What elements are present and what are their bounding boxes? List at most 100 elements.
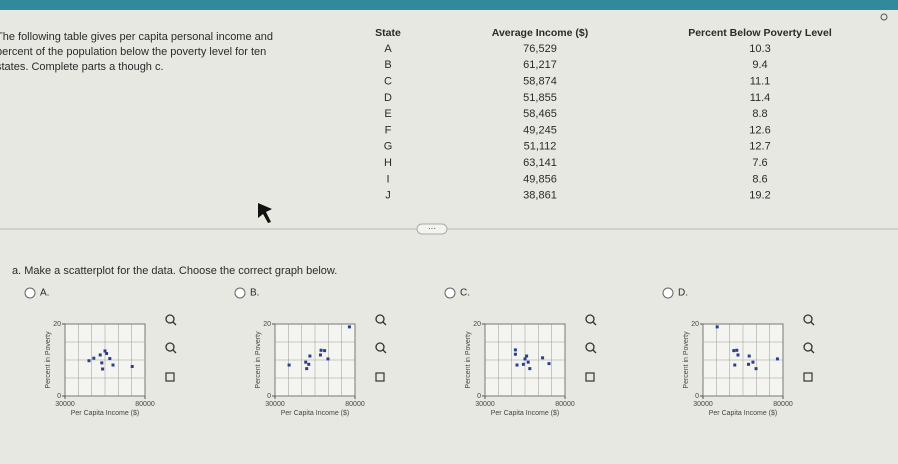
table-cell: 11.1 (750, 76, 771, 88)
data-point (326, 357, 330, 361)
zoom-in-handle (810, 321, 815, 326)
table-cell: 8.8 (752, 108, 767, 120)
radio-button[interactable] (234, 287, 246, 299)
y-tick-label: 20 (263, 321, 271, 328)
data-point (528, 367, 532, 371)
data-point (319, 348, 323, 352)
data-point (513, 352, 517, 356)
y-axis-label: Percent in Poverty (255, 331, 262, 389)
table-cell: 49,856 (523, 173, 557, 185)
y-tick-label: 20 (473, 321, 481, 328)
x-tick-label: 80000 (555, 401, 575, 408)
table-cell: D (384, 92, 392, 104)
data-point (715, 325, 719, 329)
data-point (347, 325, 351, 329)
table-cell: F (385, 124, 392, 136)
y-tick-label: 0 (477, 393, 481, 400)
data-point (308, 354, 312, 358)
zoom-in-icon[interactable] (165, 314, 175, 324)
data-point (100, 361, 104, 365)
y-axis-label: Percent in Poverty (465, 331, 472, 389)
table-cell: G (384, 141, 393, 153)
data-point (305, 367, 309, 371)
table-cell: 8.6 (752, 173, 767, 185)
data-point (747, 354, 751, 358)
expand-dots: ··· (428, 224, 436, 233)
zoom-in-icon[interactable] (803, 314, 813, 324)
table-cell: 51,855 (523, 92, 557, 104)
table-cell: 38,861 (523, 190, 557, 202)
data-point (515, 363, 519, 367)
data-point (754, 367, 758, 371)
data-point (547, 362, 551, 366)
x-axis-label: Per Capita Income ($) (281, 410, 349, 417)
table-cell: I (386, 173, 389, 185)
y-tick-label: 20 (53, 321, 61, 328)
table-cell: 12.7 (749, 141, 770, 153)
data-point (733, 363, 737, 367)
zoom-in-icon[interactable] (585, 314, 595, 324)
y-tick-label: 0 (695, 393, 699, 400)
radio-button[interactable] (662, 287, 674, 299)
data-point (101, 367, 105, 371)
table-cell: J (385, 190, 391, 202)
x-tick-label: 80000 (135, 401, 155, 408)
zoom-out-icon[interactable] (165, 342, 175, 352)
zoom-in-handle (172, 321, 177, 326)
data-point (304, 360, 308, 364)
popout-icon[interactable] (585, 372, 595, 382)
option-label: A. (40, 288, 49, 299)
zoom-out-handle (810, 349, 815, 354)
data-point (747, 362, 751, 366)
data-point (751, 360, 755, 364)
table-cell: 51,112 (524, 141, 557, 153)
zoom-in-handle (382, 321, 387, 326)
question: a. Make a scatterplot for the data. Choo… (12, 265, 337, 277)
data-point (525, 354, 529, 358)
data-point (130, 364, 134, 368)
y-tick-label: 0 (57, 393, 61, 400)
cursor (258, 203, 272, 223)
radio-button[interactable] (444, 287, 456, 299)
y-tick-label: 0 (267, 393, 271, 400)
table-header: Average Income ($) (492, 27, 588, 39)
data-point (736, 353, 740, 357)
data-point (732, 349, 736, 353)
data-point (108, 357, 112, 361)
table-cell: 11.4 (750, 92, 771, 104)
data-point (323, 349, 327, 353)
zoom-out-icon[interactable] (585, 342, 595, 352)
x-axis-label: Per Capita Income ($) (71, 410, 139, 417)
data-point (287, 363, 291, 367)
x-tick-label: 30000 (55, 401, 75, 408)
data-point (111, 363, 115, 367)
zoom-out-icon[interactable] (375, 342, 385, 352)
popout-icon[interactable] (165, 372, 175, 382)
zoom-in-handle (592, 321, 597, 326)
zoom-out-handle (592, 349, 597, 354)
table-cell: 58,874 (523, 76, 557, 88)
radio-button[interactable] (24, 287, 36, 299)
expand-button[interactable] (416, 223, 448, 235)
table-cell: E (384, 108, 391, 120)
data-point (105, 352, 109, 356)
data-point (521, 362, 525, 366)
option-label: B. (250, 288, 259, 299)
table-cell: 76,529 (523, 43, 557, 55)
intro-text: percent of the population below the pove… (0, 46, 266, 58)
zoom-in-icon[interactable] (375, 314, 385, 324)
table-cell: 63,141 (523, 157, 557, 169)
table-cell: 12.6 (749, 124, 770, 136)
table-header: Percent Below Poverty Level (688, 27, 832, 39)
option-label: D. (678, 288, 688, 299)
data-point (735, 348, 739, 352)
table-cell: C (384, 76, 392, 88)
data-point (307, 362, 311, 366)
data-point (775, 357, 779, 361)
table-cell: 58,465 (523, 108, 557, 120)
popout-icon[interactable] (375, 372, 385, 382)
data-point (318, 353, 322, 357)
popout-icon[interactable] (803, 372, 813, 382)
data-point (513, 348, 517, 352)
zoom-out-icon[interactable] (803, 342, 813, 352)
